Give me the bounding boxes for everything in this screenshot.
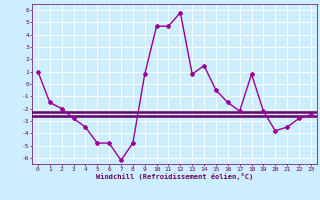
X-axis label: Windchill (Refroidissement éolien,°C): Windchill (Refroidissement éolien,°C) — [96, 173, 253, 180]
